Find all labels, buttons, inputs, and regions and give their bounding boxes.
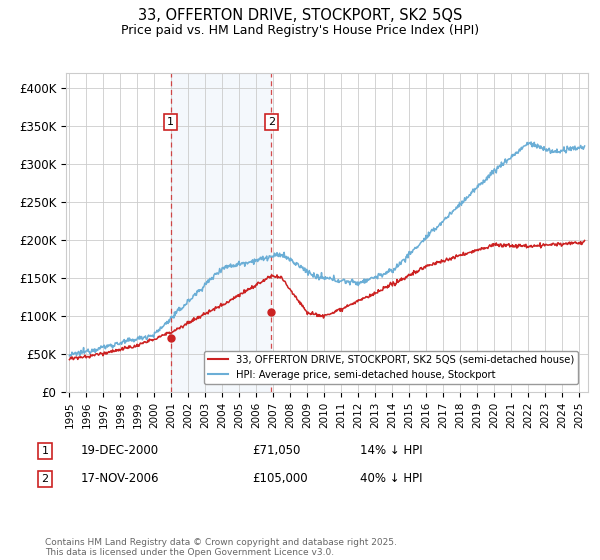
Text: 2: 2 [41, 474, 49, 484]
Text: Contains HM Land Registry data © Crown copyright and database right 2025.
This d: Contains HM Land Registry data © Crown c… [45, 538, 397, 557]
Text: 14% ↓ HPI: 14% ↓ HPI [360, 444, 422, 458]
Text: 1: 1 [167, 117, 174, 127]
Text: 2: 2 [268, 117, 275, 127]
Text: £71,050: £71,050 [252, 444, 301, 458]
Text: 40% ↓ HPI: 40% ↓ HPI [360, 472, 422, 486]
Text: £105,000: £105,000 [252, 472, 308, 486]
Text: 19-DEC-2000: 19-DEC-2000 [81, 444, 159, 458]
Bar [171, 73, 271, 392]
Text: 33, OFFERTON DRIVE, STOCKPORT, SK2 5QS: 33, OFFERTON DRIVE, STOCKPORT, SK2 5QS [138, 8, 462, 24]
Text: Price paid vs. HM Land Registry's House Price Index (HPI): Price paid vs. HM Land Registry's House … [121, 24, 479, 36]
Text: 1: 1 [41, 446, 49, 456]
Text: 17-NOV-2006: 17-NOV-2006 [81, 472, 160, 486]
Legend: 33, OFFERTON DRIVE, STOCKPORT, SK2 5QS (semi-detached house), HPI: Average price: 33, OFFERTON DRIVE, STOCKPORT, SK2 5QS (… [203, 351, 578, 384]
